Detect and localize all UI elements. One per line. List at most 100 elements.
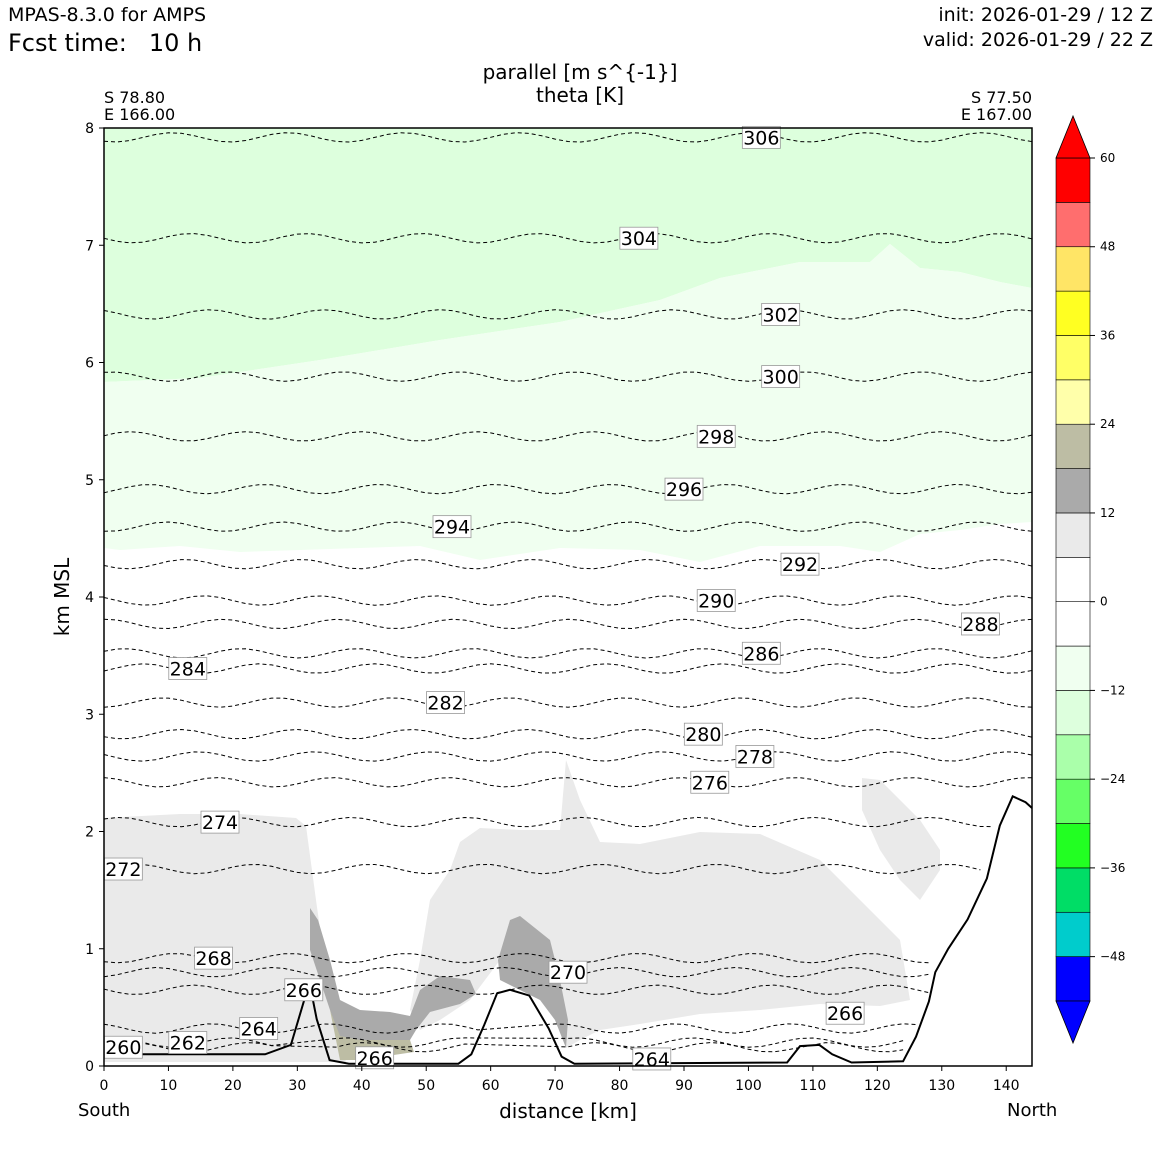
valid-time: valid: 2026-01-29 / 22 Z bbox=[922, 29, 1153, 51]
theta-contour-292 bbox=[103, 558, 1033, 570]
x-tick-label: 70 bbox=[546, 1078, 564, 1094]
theta-contour-labels: 306 304 302 300 298 296 294 292 290 288 286 284 282 2… bbox=[103, 125, 1000, 1071]
x-tick-label: 10 bbox=[160, 1078, 178, 1094]
y-tick-label: 6 bbox=[85, 356, 94, 372]
theta-label: 302 bbox=[763, 304, 799, 326]
colorbar-tick-label: −36 bbox=[1100, 861, 1125, 875]
theta-label: 304 bbox=[621, 228, 657, 250]
forecast-time-label: Fcst time: bbox=[8, 29, 127, 57]
theta-label: 278 bbox=[737, 746, 773, 768]
x-tick-label: 130 bbox=[928, 1078, 955, 1094]
theta-contour-280 bbox=[103, 728, 1033, 740]
theta-label: 268 bbox=[195, 948, 231, 970]
colorbar-tick-label: 48 bbox=[1100, 240, 1115, 254]
colorbar-segment bbox=[1055, 157, 1091, 203]
x-tick-label: 30 bbox=[288, 1078, 306, 1094]
y-tick-label: 3 bbox=[85, 707, 94, 723]
colorbar-segment bbox=[1055, 956, 1091, 1002]
colorbar-tick-label: 60 bbox=[1100, 151, 1115, 165]
colorbar-segment bbox=[1055, 202, 1091, 248]
colorbar-segment bbox=[1055, 557, 1091, 602]
theta-contour-264 bbox=[103, 1023, 917, 1034]
theta-label-box bbox=[284, 978, 324, 1002]
theta-label-box bbox=[741, 125, 781, 149]
theta-contour-286 bbox=[103, 648, 1033, 659]
theta-label: 306 bbox=[743, 127, 779, 149]
x-tick-label: 140 bbox=[993, 1078, 1020, 1094]
theta-label-box bbox=[780, 552, 820, 576]
colorbar-extend-high bbox=[1055, 114, 1091, 159]
theta-contour-288 bbox=[103, 618, 1033, 630]
theta-label-box bbox=[168, 1031, 208, 1054]
x-tick-label: 60 bbox=[482, 1078, 500, 1094]
x-axis-label: distance [km] bbox=[499, 1099, 637, 1123]
y-axis: 0 1 2 3 4 5 6 7 8 bbox=[85, 121, 104, 1075]
x-axis: 0 10 20 30 40 50 60 70 80 90 100 110 120 130 140 bbox=[100, 1066, 1020, 1094]
wind-shading-grey-light-right bbox=[862, 778, 940, 900]
theta-label-box bbox=[168, 657, 208, 680]
x-side-label-south: South bbox=[78, 1100, 131, 1121]
colorbar-segment bbox=[1055, 601, 1091, 647]
theta-label-box bbox=[761, 365, 801, 388]
theta-label-box bbox=[696, 424, 736, 448]
x-side-label-north: North bbox=[1007, 1100, 1058, 1121]
y-tick-label: 1 bbox=[85, 942, 94, 958]
colorbar-extend-low bbox=[1055, 1000, 1091, 1045]
theta-contour-266 bbox=[103, 984, 930, 995]
theta-label: 260 bbox=[105, 1037, 141, 1059]
y-tick-label: 2 bbox=[85, 825, 94, 841]
theta-label: 264 bbox=[241, 1018, 277, 1040]
theta-label-box bbox=[741, 641, 781, 665]
theta-label-box bbox=[200, 810, 240, 834]
colorbar-segment bbox=[1055, 290, 1091, 336]
theta-label: 266 bbox=[286, 980, 322, 1002]
forecast-time: Fcst time: 10 h bbox=[8, 29, 202, 57]
theta-contour-290 bbox=[103, 595, 1033, 606]
x-tick-label: 40 bbox=[353, 1078, 371, 1094]
theta-label-box bbox=[632, 1047, 672, 1071]
theta-contour-294 bbox=[103, 521, 1033, 532]
colorbar-tick-label: 12 bbox=[1100, 506, 1115, 520]
y-axis-label: km MSL bbox=[50, 557, 74, 636]
theta-label-box bbox=[239, 1017, 279, 1040]
theta-label-box bbox=[696, 589, 736, 612]
colorbar-segment bbox=[1055, 690, 1091, 736]
theta-label: 282 bbox=[427, 693, 463, 715]
colorbar-segment bbox=[1055, 823, 1091, 869]
theta-label-box bbox=[432, 515, 472, 539]
colorbar-segment bbox=[1055, 512, 1091, 558]
theta-contour-272 bbox=[103, 863, 981, 875]
wind-shading bbox=[104, 128, 1032, 1062]
theta-contour-278 bbox=[103, 751, 1033, 762]
end-point-lat: S 77.50 bbox=[970, 88, 1032, 107]
theta-contour-300 bbox=[103, 371, 1033, 382]
chart-title-shading: parallel [m s^{-1}] bbox=[482, 60, 678, 84]
x-tick-label: 110 bbox=[800, 1078, 827, 1094]
theta-contour-276 bbox=[103, 777, 1033, 788]
y-tick-label: 8 bbox=[85, 121, 94, 137]
colorbar-tick-label: 36 bbox=[1100, 328, 1115, 342]
terrain-line bbox=[104, 794, 1033, 1065]
colorbar-tick-label: −12 bbox=[1100, 683, 1125, 697]
y-tick-label: 0 bbox=[85, 1059, 94, 1075]
theta-contour-lines bbox=[103, 132, 1033, 1053]
colorbar-segment bbox=[1055, 867, 1091, 913]
theta-label-box bbox=[194, 946, 233, 970]
theta-contour-296 bbox=[103, 483, 1033, 495]
theta-label: 276 bbox=[692, 772, 728, 794]
theta-contour-284 bbox=[103, 663, 1033, 674]
theta-label-box bbox=[825, 1001, 865, 1025]
x-tick-label: 50 bbox=[417, 1078, 435, 1094]
theta-label: 286 bbox=[743, 643, 779, 665]
colorbar-segment bbox=[1055, 379, 1091, 425]
theta-label-box bbox=[664, 477, 704, 501]
colorbar-segment bbox=[1055, 911, 1091, 957]
colorbar-segment bbox=[1055, 645, 1091, 691]
x-tick-label: 0 bbox=[100, 1078, 109, 1094]
colorbar: −48 −36 −24 −12 0 12 24 36 48 60 bbox=[1055, 114, 1125, 1045]
colorbar-tick-label: 0 bbox=[1100, 595, 1108, 609]
theta-label-box bbox=[735, 745, 775, 768]
x-tick-label: 80 bbox=[611, 1078, 629, 1094]
chart-title-contour: theta [K] bbox=[536, 83, 624, 107]
y-tick-label: 4 bbox=[85, 590, 94, 606]
